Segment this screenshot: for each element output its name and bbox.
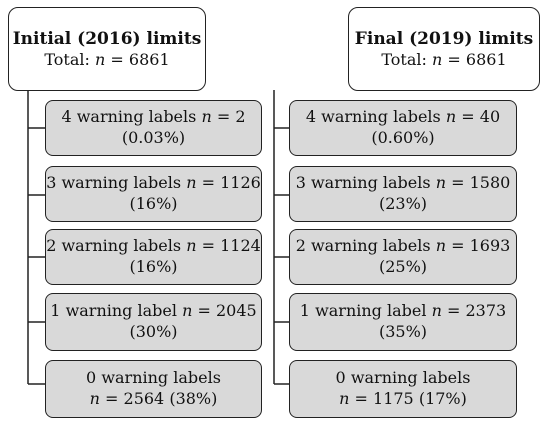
- initial-box-0-labels: 0 warning labels n = 2564 (38%): [45, 360, 262, 418]
- box-n: = 2564: [105, 389, 165, 408]
- final-box-0-labels: 0 warning labels n = 1175 (17%): [289, 360, 517, 418]
- box-label: 0 warning labels: [86, 368, 221, 388]
- box-label: 1 warning label: [299, 301, 427, 321]
- total-var: n: [95, 49, 106, 69]
- final-box-1-label: 1 warning label n = 2373 (35%): [289, 293, 517, 351]
- total-prefix: Total:: [44, 49, 90, 69]
- final-limits-header: Final (2019) limits Total: n = 6861: [348, 7, 540, 91]
- box-line-1: 1 warning label n = 2373: [300, 301, 506, 322]
- final-box-2-labels: 2 warning labels n = 1693 (25%): [289, 229, 517, 285]
- box-pct: (30%): [129, 322, 178, 341]
- initial-box-1-label: 1 warning label n = 2045 (30%): [45, 293, 262, 351]
- initial-box-4-labels: 4 warning labels n = 2 (0.03%): [45, 100, 262, 156]
- box-n: = 2: [216, 107, 246, 127]
- box-line-2: n = 1175 (17%): [339, 389, 467, 410]
- box-pct: (17%): [418, 389, 467, 408]
- box-line-1: 2 warning labels n = 1124: [46, 236, 261, 257]
- box-label: 1 warning label: [50, 301, 177, 321]
- n-var: n: [445, 107, 457, 127]
- box-label: 2 warning labels: [46, 236, 182, 256]
- total-value: = 6861: [447, 49, 507, 69]
- box-pct: (0.60%): [371, 128, 435, 147]
- box-pct: (16%): [129, 257, 178, 276]
- total-prefix: Total:: [381, 49, 427, 69]
- box-label: 2 warning labels: [295, 236, 431, 256]
- box-line-2: n = 2564 (38%): [90, 389, 218, 410]
- total-value: = 6861: [110, 49, 170, 69]
- n-var: n: [339, 389, 350, 408]
- initial-limits-header: Initial (2016) limits Total: n = 6861: [8, 7, 206, 91]
- header-total: Total: n = 6861: [44, 50, 169, 69]
- n-var: n: [186, 173, 197, 193]
- box-label: 3 warning labels: [295, 173, 431, 193]
- box-n: = 1124: [201, 236, 261, 256]
- box-line-1: 3 warning labels n = 1126: [46, 173, 261, 194]
- box-label: 4 warning labels: [305, 107, 441, 127]
- box-line-1: 1 warning label n = 2045: [50, 301, 256, 322]
- box-label: 0 warning labels: [335, 368, 471, 388]
- n-var: n: [431, 301, 442, 321]
- box-line-1: 2 warning labels n = 1693: [296, 236, 511, 257]
- box-n: = 1580: [451, 173, 511, 193]
- n-var: n: [435, 236, 446, 256]
- box-pct: (0.03%): [121, 128, 186, 147]
- box-n: = 1693: [451, 236, 511, 256]
- header-title: Final (2019) limits: [354, 29, 534, 50]
- box-n: = 40: [461, 107, 501, 127]
- box-label: 4 warning labels: [61, 107, 197, 127]
- header-title: Initial (2016) limits: [12, 29, 202, 50]
- box-n: = 2045: [197, 301, 257, 321]
- n-var: n: [435, 173, 446, 193]
- box-n: = 2373: [446, 301, 507, 321]
- box-line-1: 4 warning labels n = 40: [306, 107, 500, 128]
- box-line-1: 4 warning labels n = 2: [61, 107, 245, 128]
- box-line-1: 3 warning labels n = 1580: [296, 173, 511, 194]
- header-total: Total: n = 6861: [381, 50, 506, 69]
- box-pct: (16%): [129, 194, 178, 213]
- box-label: 3 warning labels: [46, 173, 182, 193]
- total-var: n: [432, 49, 443, 69]
- box-pct: (35%): [378, 322, 428, 341]
- n-var: n: [201, 107, 212, 127]
- box-pct: (23%): [378, 194, 428, 213]
- box-pct: (25%): [378, 257, 428, 276]
- box-pct: (38%): [169, 389, 218, 408]
- initial-box-2-labels: 2 warning labels n = 1124 (16%): [45, 229, 262, 285]
- box-n: = 1175: [354, 389, 414, 408]
- n-var: n: [186, 236, 197, 256]
- n-var: n: [89, 389, 100, 408]
- box-n: = 1126: [201, 173, 261, 193]
- final-box-3-labels: 3 warning labels n = 1580 (23%): [289, 166, 517, 222]
- final-box-4-labels: 4 warning labels n = 40 (0.60%): [289, 100, 517, 156]
- initial-box-3-labels: 3 warning labels n = 1126 (16%): [45, 166, 262, 222]
- n-var: n: [182, 301, 193, 321]
